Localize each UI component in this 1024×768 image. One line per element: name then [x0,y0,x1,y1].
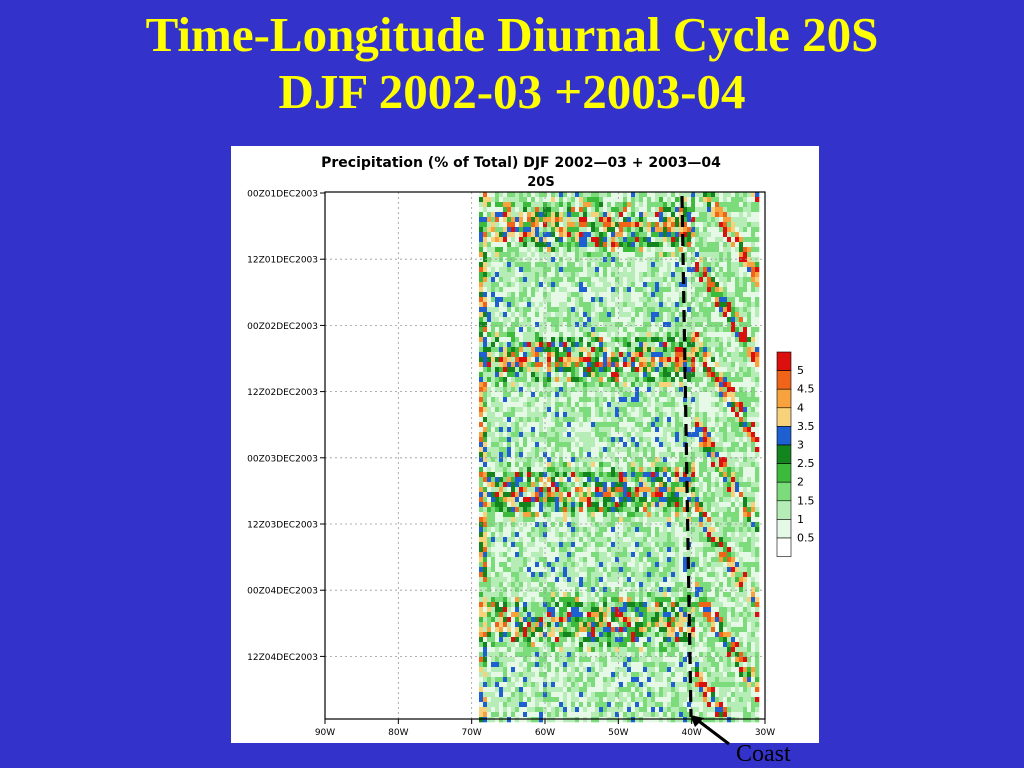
y-tick-label: 00Z01DEC2003 [247,190,318,200]
x-tick-label: 40W [681,728,701,738]
precipitation-hovmoller-plot: Precipitation (% of Total) DJF 2002—03 +… [231,146,819,743]
y-tick-label: 12Z04DEC2003 [247,653,318,663]
colorbar-label: 5 [797,364,804,377]
colorbar-label: 2.5 [797,457,815,470]
coast-label: Coast [736,741,791,767]
y-axis-ticks: 00Z01DEC2003 12Z01DEC2003 00Z02DEC2003 12Z0… [247,190,325,663]
colorbar-label: 3.5 [797,420,815,433]
colorbar-swatch [776,426,792,446]
x-tick-label: 80W [388,728,408,738]
y-tick-label: 12Z03DEC2003 [247,521,318,531]
colorbar-swatch [776,407,792,427]
colorbar-label: 3 [797,439,804,452]
x-tick-label: 30W [755,728,775,738]
colorbar-label: 2 [797,476,804,489]
chart-canvas: Precipitation (% of Total) DJF 2002—03 +… [247,155,815,738]
y-tick-label: 12Z01DEC2003 [247,256,318,266]
precipitation-field [479,192,760,723]
chart-title: Precipitation (% of Total) DJF 2002—03 +… [321,155,721,171]
x-tick-label: 70W [461,728,481,738]
colorbar-swatch [776,481,792,502]
chart-subtitle: 20S [527,175,554,190]
colorbar-swatch [776,444,792,464]
colorbar-swatch [776,500,792,520]
grid-lines [325,192,765,719]
y-tick-label: 12Z02DEC2003 [247,388,318,398]
colorbar-swatch [776,537,792,557]
colorbar-swatch [776,351,792,371]
colorbar-label: 0.5 [797,532,815,545]
colorbar-swatch [776,519,792,539]
colorbar-label: 4 [797,401,804,414]
colorbar-label: 1 [797,513,804,526]
y-tick-label: 00Z02DEC2003 [247,322,318,332]
coastline-dashed-line [680,195,693,718]
colorbar-label: 4.5 [797,383,815,396]
colorbar-swatch [776,388,792,409]
slide-title-line-2: DJF 2002-03 +2003-04 [278,64,746,119]
x-tick-label: 90W [315,728,335,738]
y-tick-label: 00Z04DEC2003 [247,587,318,597]
x-axis-ticks: 90W 80W 70W 60W 50W 40W 30W [315,719,775,738]
colorbar-label: 1.5 [797,494,815,507]
y-tick-label: 00Z03DEC2003 [247,454,318,464]
coast-arrow [690,715,730,746]
x-tick-label: 60W [535,728,555,738]
x-tick-label: 50W [608,728,628,738]
colorbar: 0.5 1 1.5 2 2.5 3 3.5 4 4.5 5 [776,351,815,557]
slide-title-line-1: Time-Longitude Diurnal Cycle 20S [145,7,879,62]
colorbar-swatch [776,463,792,483]
slide-title: Time-Longitude Diurnal Cycle 20S DJF 200… [0,6,1024,120]
colorbar-swatch [776,370,792,390]
